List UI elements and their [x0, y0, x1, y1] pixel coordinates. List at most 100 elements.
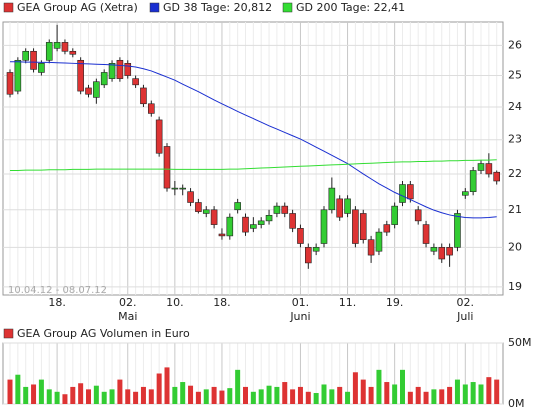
x-tick-label: 01. [292, 296, 310, 309]
candle-body [179, 187, 186, 190]
candle-body [226, 216, 234, 237]
volume-bar [164, 367, 170, 404]
legend-label: GD 200 Tage: 22,41 [296, 1, 405, 14]
volume-bar [376, 369, 382, 404]
candle-body [234, 202, 241, 211]
volume-bar [46, 389, 52, 404]
candle-body [155, 119, 163, 154]
y-tick-label: 24 [508, 100, 522, 113]
volume-bar [407, 391, 413, 404]
candle-body [430, 247, 438, 252]
volume-bar [431, 389, 437, 404]
x-month-label: Mai [118, 310, 137, 323]
candle-body [6, 72, 14, 95]
volume-bar [313, 393, 319, 404]
volume-bar [282, 382, 288, 404]
volume-swatch [3, 328, 14, 339]
candle-body [218, 233, 226, 237]
volume-bar [243, 386, 248, 404]
volume-bar [188, 385, 194, 404]
candle-body [446, 247, 453, 256]
volume-bar [180, 382, 186, 404]
volume-bar [54, 391, 60, 404]
candle-body [132, 78, 139, 86]
volume-bar [70, 386, 76, 404]
x-tick-label: 18. [48, 296, 66, 309]
candle-body [202, 209, 210, 214]
candle-body [171, 187, 179, 190]
volume-bar [117, 379, 123, 404]
candle-body [477, 163, 485, 171]
volume-bar [384, 382, 390, 404]
volume-title: GEA Group AG Volumen in Euro [17, 327, 190, 340]
volume-bar [274, 386, 280, 404]
volume-bar [156, 373, 162, 404]
volume-bar [415, 386, 421, 404]
volume-bar [258, 389, 264, 404]
volume-bar [329, 389, 335, 404]
volume-bar [78, 383, 84, 404]
volume-bar [478, 384, 484, 404]
candle-body [273, 205, 281, 214]
x-tick-label: 19. [386, 296, 404, 309]
volume-bar [250, 391, 256, 404]
candle-body [407, 184, 414, 200]
candle-body [22, 50, 30, 61]
volume-bar [211, 386, 217, 404]
candle-body [148, 103, 155, 114]
y-tick-label: 26 [508, 38, 522, 51]
volume-bar [337, 386, 343, 404]
x-tick-label: 11. [339, 296, 357, 309]
volume-bar [352, 372, 358, 404]
candle-body [53, 42, 61, 49]
x-month-label: Juni [289, 310, 310, 323]
candle-body [108, 63, 116, 79]
grid [3, 22, 503, 405]
volume-bar [7, 379, 13, 404]
y-tick-label: 22 [508, 167, 522, 180]
volume-bar [368, 386, 374, 404]
candle-body [312, 247, 320, 252]
volume-bar [305, 391, 311, 404]
candle-body [14, 59, 22, 92]
candle-body [100, 72, 108, 86]
candle-body [414, 209, 422, 222]
legend-label: GD 38 Tage: 20,812 [163, 1, 272, 14]
volume-bar [439, 389, 445, 404]
candle-body [438, 247, 446, 260]
volume-bar [297, 386, 303, 404]
y-tick-label: 50M [508, 336, 532, 349]
candle-body [281, 205, 289, 214]
candle-body [140, 87, 147, 105]
volume-bar [101, 391, 107, 404]
candle-body [210, 209, 218, 225]
candle-body [493, 171, 501, 182]
volume-bar [227, 388, 233, 404]
volume-bar [486, 377, 492, 404]
volume-bar [86, 389, 91, 404]
candle-body [77, 59, 84, 92]
legend-swatch [149, 2, 160, 13]
candle-body [328, 187, 336, 211]
volume-bar [360, 379, 366, 404]
candle-body [250, 224, 257, 229]
volume-bar [125, 389, 131, 404]
volume-bar [62, 394, 68, 404]
candle-body [391, 205, 398, 225]
volume-bar [462, 384, 468, 404]
volume-bar [15, 374, 21, 404]
candle-body [454, 213, 461, 248]
candle-body [297, 228, 304, 244]
volume-bar [235, 369, 241, 404]
x-tick-label: 02. [119, 296, 137, 309]
volume-bar [133, 391, 139, 404]
volume-bar [172, 386, 178, 404]
candle-body [187, 191, 194, 203]
candle-body [469, 170, 477, 192]
volume-bar [148, 389, 154, 404]
volume-bar [345, 391, 351, 404]
volume-bar [23, 386, 29, 404]
x-month-label: Juli [456, 310, 473, 323]
candle-body [265, 215, 273, 222]
